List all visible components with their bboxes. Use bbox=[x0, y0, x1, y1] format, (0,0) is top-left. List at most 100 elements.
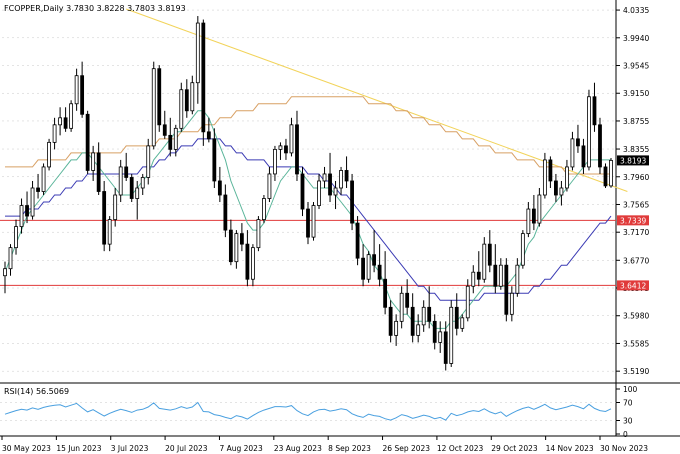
candle-body-bull bbox=[135, 187, 140, 199]
candle bbox=[592, 82, 597, 132]
candle-body-bull bbox=[256, 219, 261, 249]
candle bbox=[405, 279, 410, 315]
candle bbox=[416, 314, 421, 343]
candle bbox=[14, 219, 18, 255]
candle bbox=[372, 230, 377, 273]
candle-body-bull bbox=[14, 226, 18, 249]
candle bbox=[554, 173, 558, 203]
candle bbox=[217, 166, 222, 203]
candle bbox=[234, 230, 239, 269]
candle bbox=[548, 156, 553, 188]
symbol-header: FCOPPER,Daily 3.7830 3.8228 3.7803 3.819… bbox=[4, 4, 186, 13]
candle-body-bear bbox=[372, 254, 377, 266]
candle bbox=[36, 173, 40, 199]
candle-body-bear bbox=[206, 131, 211, 140]
candle bbox=[173, 124, 178, 157]
candle bbox=[449, 300, 454, 367]
candle bbox=[300, 166, 305, 217]
candle-body-bear bbox=[129, 177, 134, 199]
candle bbox=[383, 251, 388, 315]
candle bbox=[124, 152, 129, 181]
candle-body-bull bbox=[267, 173, 272, 199]
candle-body-bull bbox=[333, 187, 338, 196]
candle-body-bull bbox=[30, 187, 35, 217]
candle-body-bull bbox=[515, 264, 520, 294]
candle bbox=[113, 187, 118, 227]
candle-body-bear bbox=[443, 331, 448, 364]
candle bbox=[146, 138, 151, 185]
candle-body-bull bbox=[140, 177, 145, 189]
candle bbox=[85, 110, 90, 174]
candle bbox=[344, 156, 349, 188]
candle bbox=[306, 202, 310, 245]
candle-body-bear bbox=[383, 278, 388, 308]
time-tick-label: 20 Jul 2023 bbox=[165, 444, 208, 453]
candle-body-bear bbox=[388, 306, 393, 336]
candle bbox=[361, 244, 365, 287]
candle bbox=[526, 202, 531, 238]
candle bbox=[184, 79, 189, 118]
candle bbox=[140, 173, 145, 196]
candle bbox=[30, 180, 35, 220]
candle bbox=[80, 61, 85, 118]
candle-body-bull bbox=[322, 173, 327, 182]
candle bbox=[443, 321, 448, 371]
candle-body-bear bbox=[427, 306, 432, 322]
candle-body-bull bbox=[69, 103, 74, 129]
candle-body-bear bbox=[157, 68, 162, 126]
candle-body-bull bbox=[565, 166, 569, 189]
candle bbox=[504, 258, 509, 322]
time-tick-label: 29 Oct 2023 bbox=[491, 444, 538, 453]
candle-body-bear bbox=[377, 264, 382, 280]
candle bbox=[118, 159, 123, 203]
time-tick-label: 23 Aug 2023 bbox=[274, 444, 322, 453]
price-tick-label: 4.0335 bbox=[623, 6, 649, 15]
candle bbox=[52, 117, 57, 150]
candle-body-bear bbox=[184, 89, 189, 112]
candle-body-bull bbox=[526, 208, 531, 235]
candle-body-bull bbox=[460, 317, 465, 329]
candle bbox=[471, 265, 476, 294]
candle-body-bear bbox=[306, 208, 310, 238]
candle-body-bull bbox=[587, 96, 591, 168]
candle-body-bull bbox=[3, 268, 7, 277]
price-label-text: 3.7339 bbox=[620, 216, 646, 225]
time-tick-label: 14 Nov 2023 bbox=[546, 444, 594, 453]
price-tick-label: 3.7170 bbox=[623, 228, 649, 237]
price-tick-label: 3.8355 bbox=[623, 145, 649, 154]
candle-body-bear bbox=[80, 75, 85, 115]
price-grid bbox=[2, 9, 616, 372]
candle bbox=[195, 16, 200, 104]
candle bbox=[515, 258, 520, 297]
candle-body-bear bbox=[102, 191, 107, 245]
candle bbox=[598, 117, 602, 174]
candle bbox=[509, 286, 514, 322]
candle-body-bull bbox=[273, 148, 277, 175]
candle bbox=[317, 173, 321, 210]
time-tick-label: 7 Aug 2023 bbox=[219, 444, 262, 453]
candle-body-bear bbox=[454, 306, 459, 329]
time-axis: 30 May 2023 15 Jun 2023 3 Jul 2023 20 Jul 2… bbox=[1, 436, 648, 453]
price-label-box bbox=[617, 155, 649, 166]
candle-body-bull bbox=[609, 160, 613, 187]
rsi-panel: 100 70 30 0 bbox=[0, 385, 638, 439]
candle-body-bull bbox=[190, 82, 195, 112]
rsi-tick-label: 100 bbox=[623, 385, 638, 394]
price-tick-label: 3.6770 bbox=[623, 256, 649, 265]
candle-body-bull bbox=[251, 247, 255, 280]
candle bbox=[245, 230, 250, 287]
candle-body-bull bbox=[542, 159, 547, 196]
candle-body-bear bbox=[162, 124, 167, 136]
candle bbox=[328, 152, 332, 203]
candle bbox=[201, 19, 206, 146]
candle-body-bull bbox=[47, 141, 51, 168]
price-tick-label: 3.5190 bbox=[623, 367, 649, 376]
candle bbox=[190, 75, 195, 115]
candle bbox=[251, 244, 255, 287]
candle bbox=[284, 138, 288, 160]
candle-body-bull bbox=[416, 324, 421, 336]
candle bbox=[531, 195, 536, 231]
candle bbox=[168, 117, 173, 157]
